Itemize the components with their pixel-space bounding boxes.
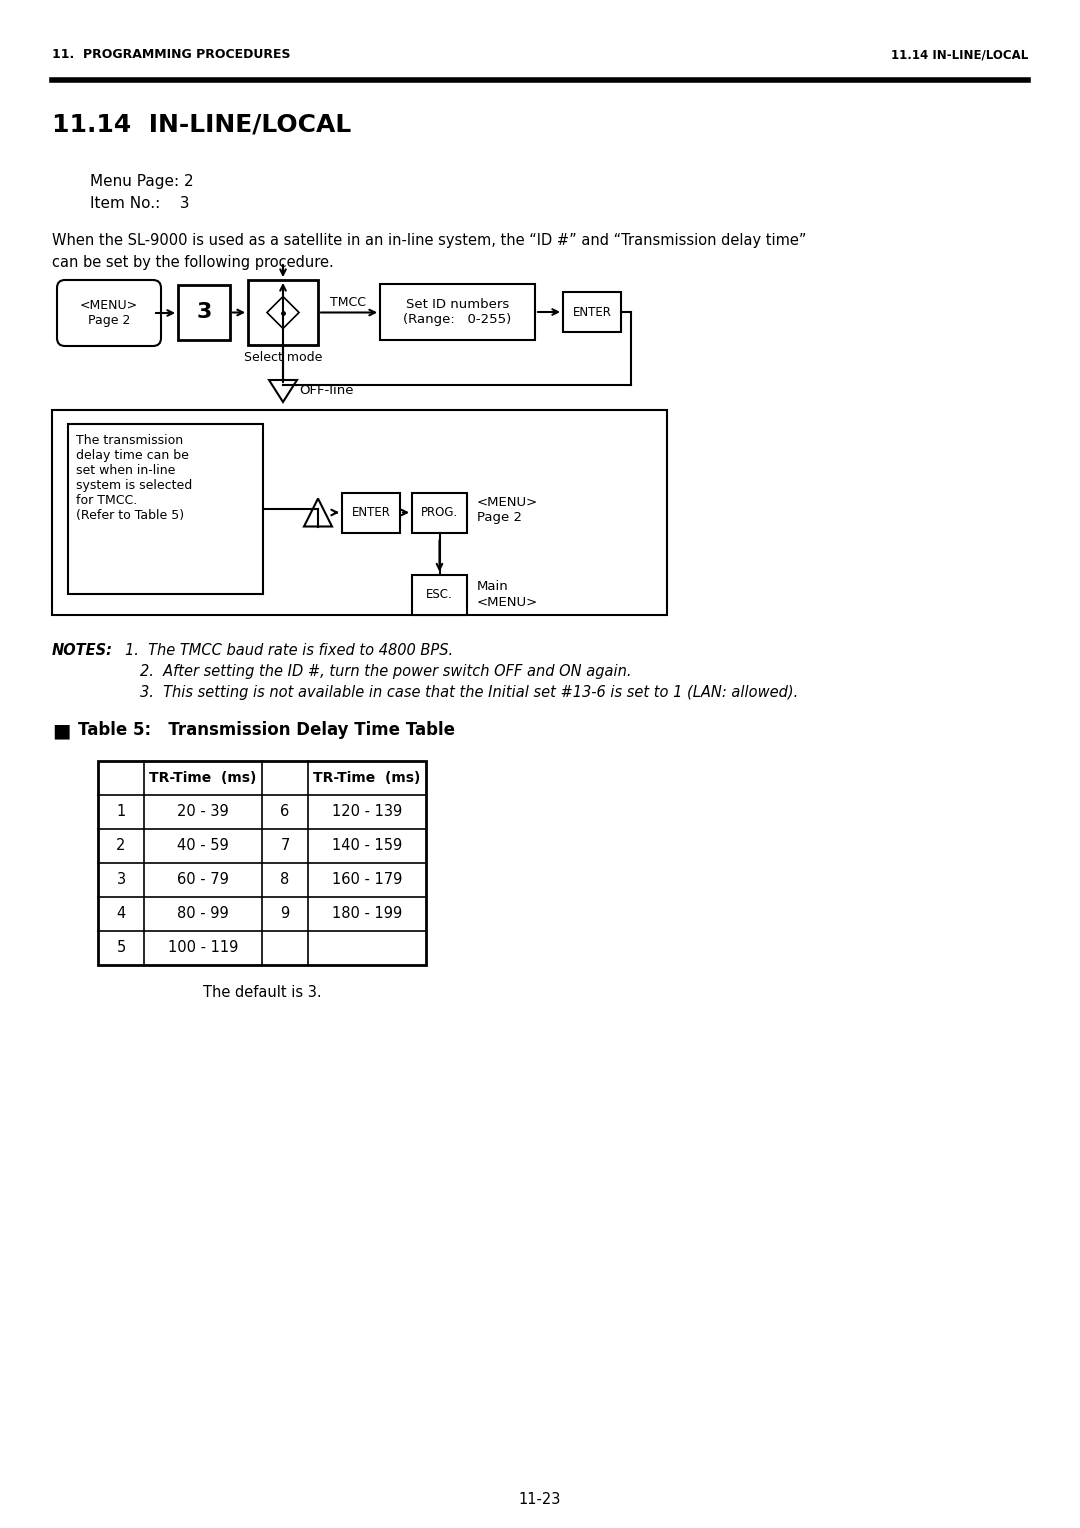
Text: can be set by the following procedure.: can be set by the following procedure. <box>52 255 334 270</box>
Text: NOTES:: NOTES: <box>52 643 113 659</box>
Text: Menu Page: 2: Menu Page: 2 <box>90 174 193 189</box>
FancyBboxPatch shape <box>178 286 230 341</box>
Text: TR-Time  (ms): TR-Time (ms) <box>313 772 421 785</box>
Text: TR-Time  (ms): TR-Time (ms) <box>149 772 257 785</box>
Text: Main
<MENU>: Main <MENU> <box>477 581 538 608</box>
Text: Set ID numbers
(Range:   0-255): Set ID numbers (Range: 0-255) <box>403 298 512 325</box>
Text: 1.  The TMCC baud rate is fixed to 4800 BPS.: 1. The TMCC baud rate is fixed to 4800 B… <box>125 643 454 659</box>
FancyBboxPatch shape <box>342 492 400 532</box>
FancyBboxPatch shape <box>380 284 535 341</box>
Text: The transmission
delay time can be
set when in-line
system is selected
for TMCC.: The transmission delay time can be set w… <box>76 434 192 523</box>
Text: 9: 9 <box>281 906 289 921</box>
Text: ESC.: ESC. <box>427 588 453 601</box>
FancyBboxPatch shape <box>411 575 467 614</box>
FancyBboxPatch shape <box>563 292 621 332</box>
Text: 8: 8 <box>281 872 289 888</box>
FancyBboxPatch shape <box>248 280 318 345</box>
FancyBboxPatch shape <box>68 423 264 594</box>
Text: TMCC: TMCC <box>330 295 366 309</box>
Text: Table 5:   Transmission Delay Time Table: Table 5: Transmission Delay Time Table <box>78 721 455 740</box>
Text: 11.14 IN-LINE/LOCAL: 11.14 IN-LINE/LOCAL <box>891 47 1028 61</box>
Text: 3: 3 <box>197 303 212 322</box>
Text: 20 - 39: 20 - 39 <box>177 805 229 819</box>
Text: 5: 5 <box>117 941 125 955</box>
Text: 4: 4 <box>117 906 125 921</box>
Text: 160 - 179: 160 - 179 <box>332 872 402 888</box>
Text: PROG.: PROG. <box>421 506 458 520</box>
Text: The default is 3.: The default is 3. <box>203 986 322 999</box>
Text: 3: 3 <box>117 872 125 888</box>
FancyBboxPatch shape <box>98 761 426 966</box>
Text: OFF-line: OFF-line <box>299 385 353 397</box>
Text: 2.  After setting the ID #, turn the power switch OFF and ON again.: 2. After setting the ID #, turn the powe… <box>140 665 632 678</box>
Text: 40 - 59: 40 - 59 <box>177 839 229 854</box>
Text: 6: 6 <box>281 805 289 819</box>
Text: 140 - 159: 140 - 159 <box>332 839 402 854</box>
FancyBboxPatch shape <box>52 410 667 614</box>
Text: 3.  This setting is not available in case that the Initial set #13-6 is set to 1: 3. This setting is not available in case… <box>140 685 798 700</box>
Text: 100 - 119: 100 - 119 <box>167 941 239 955</box>
Text: 11.14  IN-LINE/LOCAL: 11.14 IN-LINE/LOCAL <box>52 112 351 136</box>
Text: 7: 7 <box>281 839 289 854</box>
Text: 120 - 139: 120 - 139 <box>332 805 402 819</box>
FancyBboxPatch shape <box>57 280 161 345</box>
Text: <MENU>
Page 2: <MENU> Page 2 <box>80 299 138 327</box>
FancyBboxPatch shape <box>411 492 467 532</box>
Polygon shape <box>303 498 332 527</box>
Text: 60 - 79: 60 - 79 <box>177 872 229 888</box>
Text: ■: ■ <box>52 721 70 740</box>
Polygon shape <box>267 296 299 329</box>
Text: 1: 1 <box>117 805 125 819</box>
Text: 11-23: 11-23 <box>518 1491 562 1507</box>
Text: <MENU>
Page 2: <MENU> Page 2 <box>477 497 538 524</box>
Text: 11.  PROGRAMMING PROCEDURES: 11. PROGRAMMING PROCEDURES <box>52 47 291 61</box>
Text: 80 - 99: 80 - 99 <box>177 906 229 921</box>
Text: ENTER: ENTER <box>352 506 391 520</box>
Text: ENTER: ENTER <box>572 306 611 318</box>
Text: When the SL-9000 is used as a satellite in an in-line system, the “ID #” and “Tr: When the SL-9000 is used as a satellite … <box>52 232 807 248</box>
Text: 180 - 199: 180 - 199 <box>332 906 402 921</box>
Text: Select mode: Select mode <box>244 351 322 364</box>
Text: 2: 2 <box>117 839 125 854</box>
Text: Item No.:    3: Item No.: 3 <box>90 196 189 211</box>
Polygon shape <box>269 380 297 402</box>
